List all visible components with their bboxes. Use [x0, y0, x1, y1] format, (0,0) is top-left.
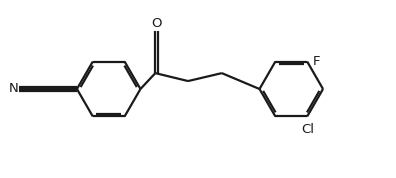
Text: Cl: Cl — [302, 123, 315, 136]
Text: O: O — [151, 17, 162, 30]
Text: N: N — [9, 82, 18, 96]
Text: F: F — [312, 55, 320, 68]
